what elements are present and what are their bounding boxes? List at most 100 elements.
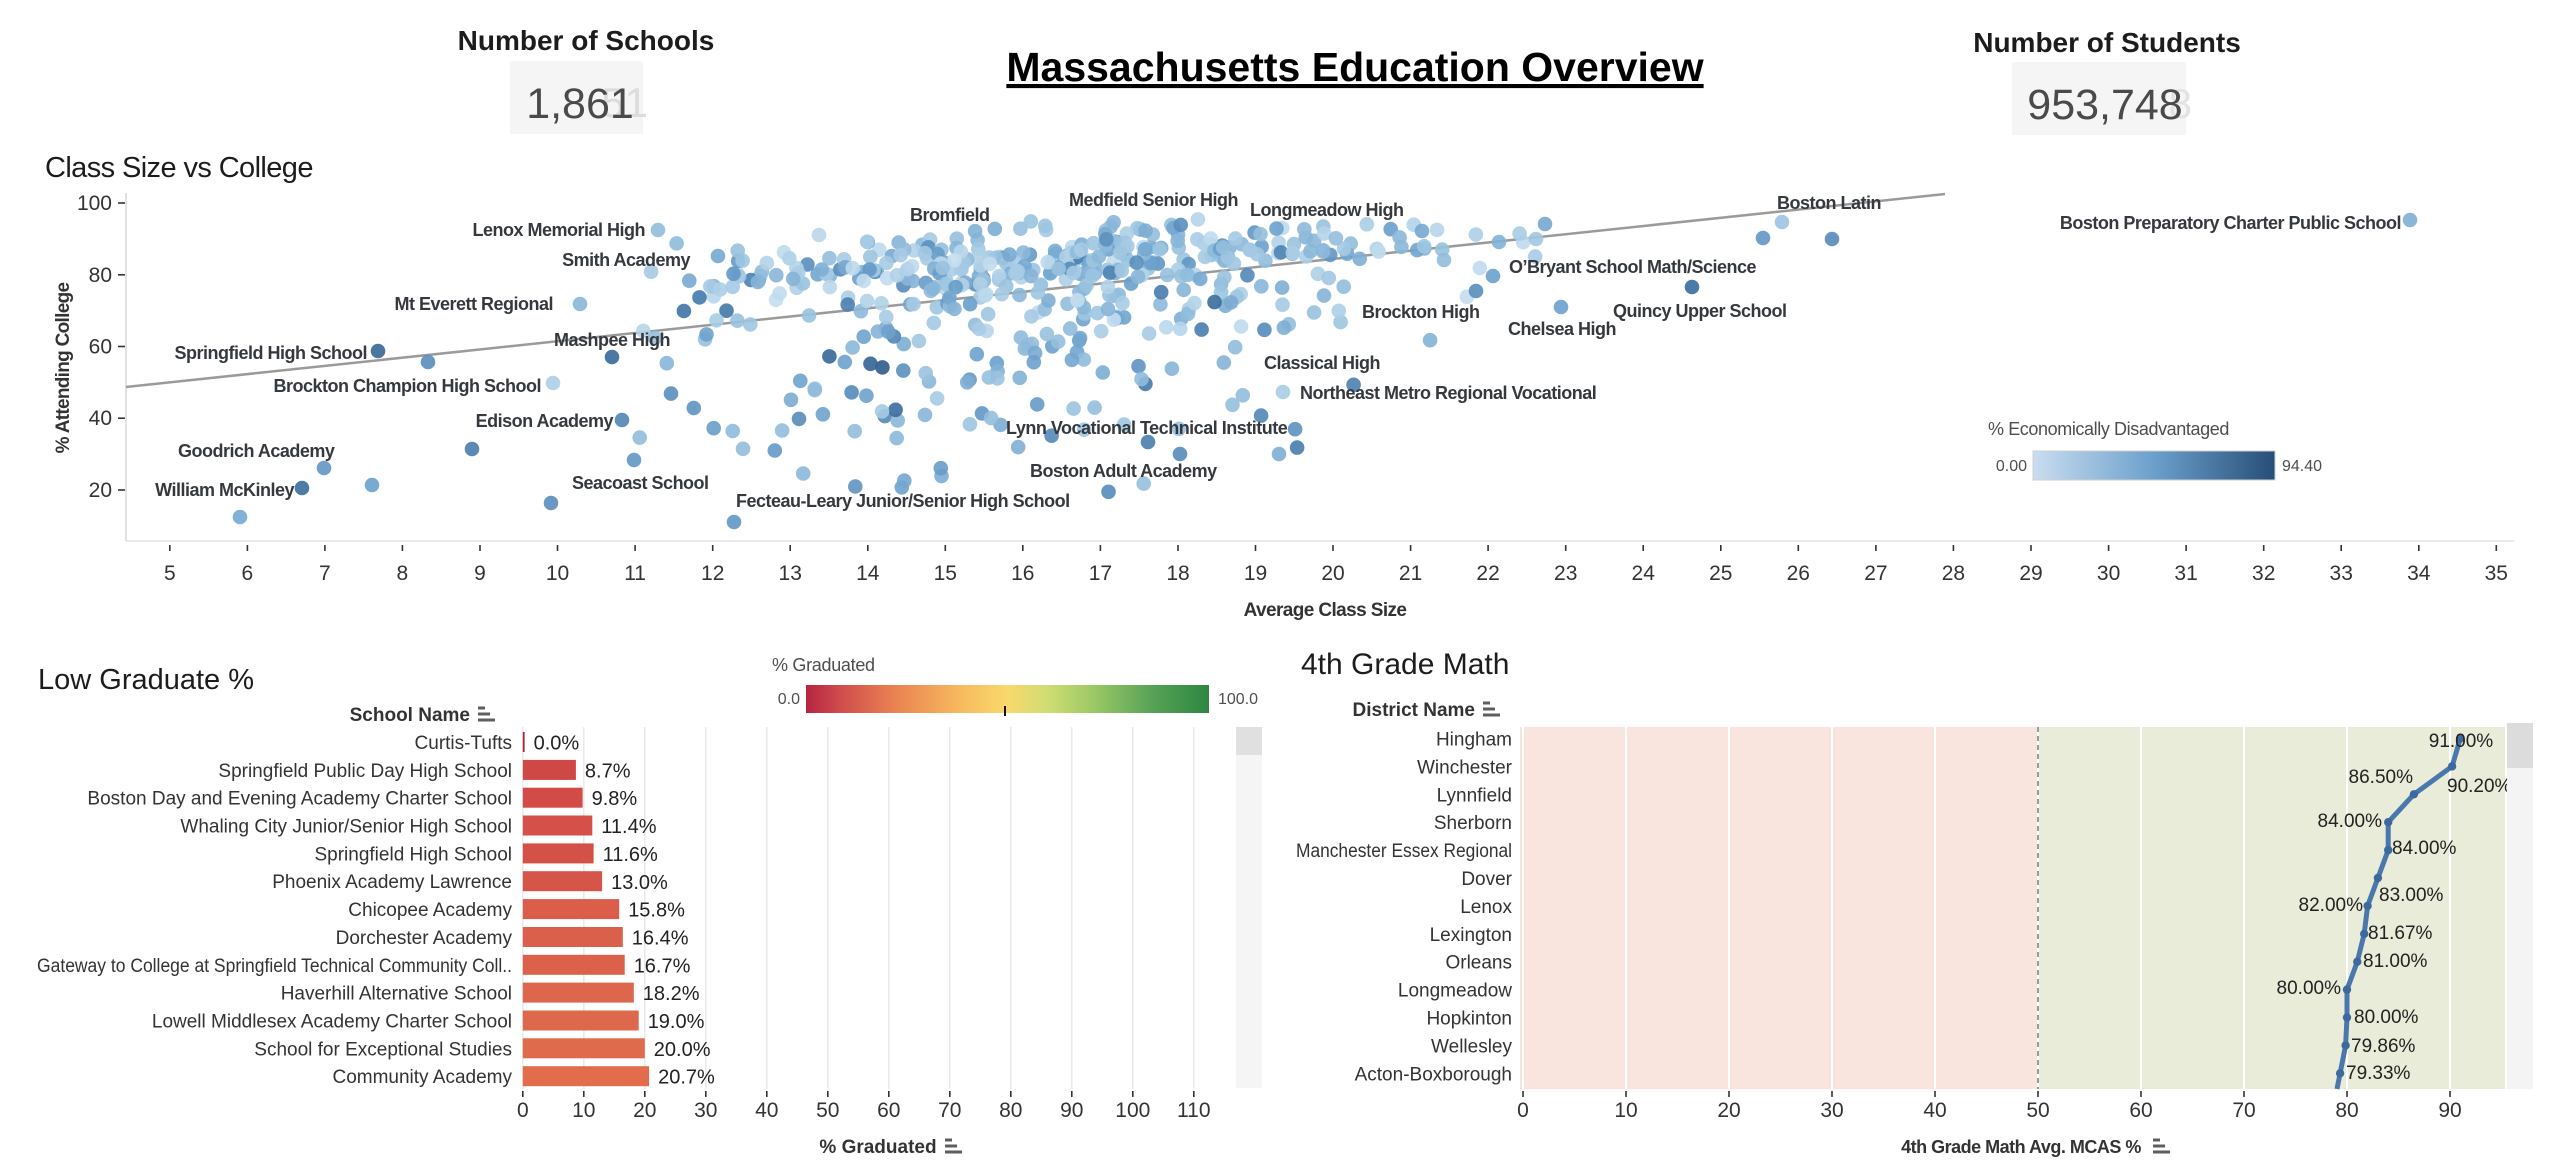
svg-text:18.2%: 18.2% xyxy=(643,983,700,1005)
svg-text:Lowell Middlesex Academy Chart: Lowell Middlesex Academy Charter School xyxy=(152,1012,512,1033)
svg-text:20: 20 xyxy=(633,1099,656,1122)
svg-text:27: 27 xyxy=(1864,562,1887,585)
svg-text:90: 90 xyxy=(1060,1099,1083,1122)
svg-text:Hopkinton: Hopkinton xyxy=(1426,1009,1512,1030)
svg-text:Edison Academy: Edison Academy xyxy=(476,411,614,431)
svg-text:10: 10 xyxy=(572,1099,595,1122)
svg-text:School for Exceptional Studies: School for Exceptional Studies xyxy=(254,1039,512,1060)
svg-text:11.6%: 11.6% xyxy=(603,844,658,866)
svg-text:29: 29 xyxy=(2019,562,2042,585)
svg-text:35: 35 xyxy=(2485,562,2508,585)
svg-text:Haverhill Alternative School: Haverhill Alternative School xyxy=(281,984,512,1005)
svg-text:82.00%: 82.00% xyxy=(2299,895,2364,916)
svg-text:7: 7 xyxy=(319,562,331,585)
svg-text:% Graduated: % Graduated xyxy=(819,1137,936,1158)
svg-text:Smith Academy: Smith Academy xyxy=(562,250,690,270)
svg-text:51: 51 xyxy=(601,79,648,126)
svg-text:100: 100 xyxy=(77,192,112,215)
svg-text:110: 110 xyxy=(1177,1099,1210,1122)
svg-text:70: 70 xyxy=(938,1099,961,1122)
svg-text:15: 15 xyxy=(934,562,957,585)
svg-text:Northeast Metro Regional Vocat: Northeast Metro Regional Vocational xyxy=(1300,383,1596,403)
svg-text:20.7%: 20.7% xyxy=(658,1067,715,1089)
svg-text:Low Graduate %: Low Graduate % xyxy=(38,664,254,696)
svg-text:14: 14 xyxy=(856,562,880,585)
svg-text:5: 5 xyxy=(164,562,176,585)
svg-text:Orleans: Orleans xyxy=(1445,953,1512,974)
svg-text:Massachusetts Education Overvi: Massachusetts Education Overview xyxy=(1006,44,1703,90)
svg-text:0.0%: 0.0% xyxy=(534,733,580,755)
svg-text:Whaling City Junior/Senior Hig: Whaling City Junior/Senior High School xyxy=(180,817,512,838)
svg-text:Lenox Memorial High: Lenox Memorial High xyxy=(472,220,645,240)
svg-text:26: 26 xyxy=(1787,562,1810,585)
svg-text:25: 25 xyxy=(1709,562,1732,585)
svg-text:21: 21 xyxy=(1399,562,1422,585)
svg-text:23: 23 xyxy=(1554,562,1577,585)
svg-text:50: 50 xyxy=(2026,1099,2049,1122)
svg-text:40: 40 xyxy=(89,407,112,430)
svg-text:0.00: 0.00 xyxy=(1996,458,2027,475)
svg-text:Manchester Essex Regional: Manchester Essex Regional xyxy=(1296,841,1512,862)
svg-text:60: 60 xyxy=(877,1099,900,1122)
svg-text:Lexington: Lexington xyxy=(1430,925,1512,946)
svg-text:60: 60 xyxy=(2129,1099,2152,1122)
svg-text:80.00%: 80.00% xyxy=(2277,978,2342,999)
svg-text:4th Grade Math Avg. MCAS %: 4th Grade Math Avg. MCAS % xyxy=(1901,1137,2141,1157)
svg-text:94.40: 94.40 xyxy=(2282,458,2322,475)
svg-text:19: 19 xyxy=(1244,562,1267,585)
svg-text:Longmeadow High: Longmeadow High xyxy=(1250,200,1404,220)
svg-text:Community Academy: Community Academy xyxy=(332,1067,512,1088)
svg-text:40: 40 xyxy=(755,1099,778,1122)
svg-text:11: 11 xyxy=(624,562,646,585)
svg-text:20: 20 xyxy=(89,479,112,502)
svg-text:16.7%: 16.7% xyxy=(634,955,691,977)
svg-text:William McKinley: William McKinley xyxy=(155,480,294,500)
svg-text:18: 18 xyxy=(1166,562,1189,585)
svg-text:Boston Latin: Boston Latin xyxy=(1777,193,1881,213)
svg-text:Lynnfield: Lynnfield xyxy=(1437,785,1512,806)
svg-text:Springfield High School: Springfield High School xyxy=(175,343,368,363)
svg-text:Bromfield: Bromfield xyxy=(910,205,990,225)
svg-text:16.4%: 16.4% xyxy=(632,928,689,950)
svg-text:Chicopee Academy: Chicopee Academy xyxy=(348,900,512,921)
svg-text:83.00%: 83.00% xyxy=(2379,885,2444,906)
svg-text:86.50%: 86.50% xyxy=(2349,767,2414,788)
svg-text:Classical High: Classical High xyxy=(1264,353,1380,373)
svg-text:Lynn Vocational Technical Inst: Lynn Vocational Technical Institute xyxy=(1006,418,1288,438)
svg-text:13: 13 xyxy=(779,562,802,585)
svg-text:32: 32 xyxy=(2252,562,2275,585)
svg-text:Springfield High School: Springfield High School xyxy=(314,844,512,865)
svg-text:Curtis-Tufts: Curtis-Tufts xyxy=(415,733,512,754)
svg-text:Brockton High: Brockton High xyxy=(1362,302,1480,322)
svg-text:81.00%: 81.00% xyxy=(2363,951,2428,972)
svg-text:70: 70 xyxy=(2232,1099,2255,1122)
svg-text:16: 16 xyxy=(1011,562,1034,585)
svg-text:Boston Adult Academy: Boston Adult Academy xyxy=(1030,461,1217,481)
svg-text:Brockton Champion High School: Brockton Champion High School xyxy=(274,376,542,396)
svg-text:% Attending College: % Attending College xyxy=(53,283,74,454)
svg-text:Goodrich Academy: Goodrich Academy xyxy=(178,441,335,461)
svg-text:84.00%: 84.00% xyxy=(2392,838,2457,859)
svg-text:34: 34 xyxy=(2407,562,2431,585)
svg-text:8: 8 xyxy=(2169,80,2192,127)
svg-text:90: 90 xyxy=(2438,1099,2461,1122)
svg-text:50: 50 xyxy=(816,1099,839,1122)
svg-text:40: 40 xyxy=(1923,1099,1946,1122)
svg-text:District Name: District Name xyxy=(1353,700,1476,721)
svg-text:Gateway to College at Springfi: Gateway to College at Springfield Techni… xyxy=(37,956,512,977)
svg-text:Dover: Dover xyxy=(1461,869,1512,890)
svg-text:80: 80 xyxy=(2335,1099,2358,1122)
svg-text:84.00%: 84.00% xyxy=(2318,811,2383,832)
svg-text:9: 9 xyxy=(474,562,486,585)
svg-text:100: 100 xyxy=(1115,1099,1150,1122)
svg-text:0.0: 0.0 xyxy=(778,691,800,708)
svg-text:6: 6 xyxy=(242,562,254,585)
svg-text:79.86%: 79.86% xyxy=(2351,1036,2416,1057)
svg-text:Class Size vs College: Class Size vs College xyxy=(45,152,313,184)
svg-text:Quincy Upper School: Quincy Upper School xyxy=(1613,301,1787,321)
svg-text:11.4%: 11.4% xyxy=(601,816,656,838)
svg-text:Mt Everett Regional: Mt Everett Regional xyxy=(394,294,553,314)
svg-text:Phoenix Academy Lawrence: Phoenix Academy Lawrence xyxy=(272,872,512,893)
svg-text:81.67%: 81.67% xyxy=(2368,923,2433,944)
svg-text:1,861: 1,861 xyxy=(526,80,634,128)
